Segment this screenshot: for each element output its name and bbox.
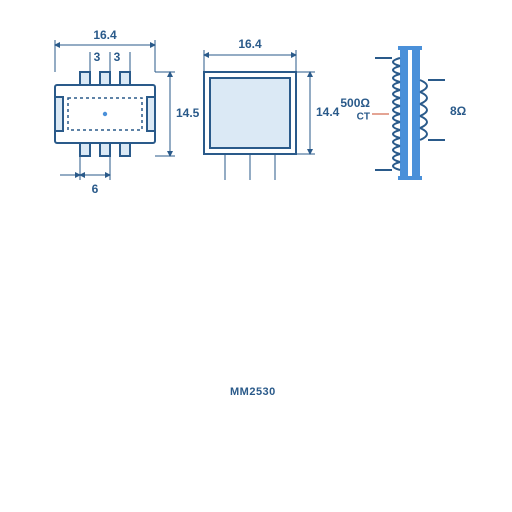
dim-a-gap2: 3: [114, 50, 121, 64]
dim-b-width: 16.4: [238, 37, 262, 51]
xfmr-primary: 500Ω: [340, 96, 370, 110]
xfmr-ct: CT: [357, 112, 370, 123]
dim-a-gap1: 3: [94, 50, 101, 64]
view-c-transformer: 500Ω CT 8Ω: [340, 46, 466, 180]
part-number: MM2530: [230, 386, 276, 398]
dim-a-bottom: 6: [92, 182, 99, 196]
dim-a-height: 14.5: [176, 106, 200, 120]
view-a: 16.4 3 3 14.5 6: [55, 28, 200, 196]
dim-a-width: 16.4: [93, 28, 117, 42]
xfmr-secondary: 8Ω: [450, 104, 467, 118]
view-b: 16.4 14.4: [204, 37, 340, 180]
drawing-canvas: .fill-blue-arrow { fill: var(--ink); } 1…: [0, 0, 512, 512]
dim-b-height: 14.4: [316, 105, 340, 119]
